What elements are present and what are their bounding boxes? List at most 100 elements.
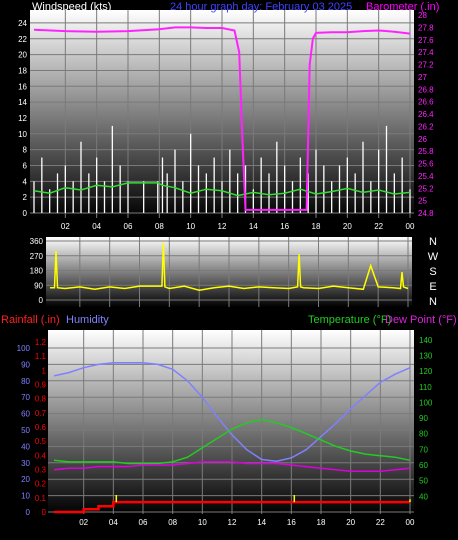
baro-tick-label: 25.2	[418, 184, 434, 193]
humidity-line	[53, 362, 411, 462]
wind-avg-line	[33, 182, 411, 197]
temp-tick-label: 140	[419, 336, 433, 345]
humidity-tick-label: 50	[21, 426, 30, 435]
x-tick-label: 16	[280, 222, 289, 231]
direction-tick-label: 0	[39, 296, 44, 305]
wind-tick-label: 12	[18, 114, 27, 123]
baro-tick-label: 27.6	[418, 36, 434, 45]
rain-line	[54, 500, 410, 514]
humidity-axis-ticks: 0 10 20 30 40 50 60 70 80 90 100	[17, 344, 31, 517]
x-tick-label: 10	[186, 222, 195, 231]
x-tick-label: 02	[79, 518, 88, 527]
rain-tick-label: 0.2	[35, 480, 47, 489]
humidity-tick-label: 100	[17, 344, 31, 353]
x-tick-label: 02	[61, 222, 70, 231]
dewpoint-line	[53, 461, 411, 473]
humidity-tick-label: 10	[21, 492, 30, 501]
rain-tick-label: 0	[42, 508, 47, 517]
panel3-bg	[48, 330, 414, 514]
x-tick-label: 10	[198, 518, 207, 527]
baro-tick-label: 26.6	[418, 98, 434, 107]
x-tick-label: 00	[406, 222, 415, 231]
baro-tick-label: 27	[418, 73, 427, 82]
baro-tick-label: 25.6	[418, 160, 434, 169]
rain-tick-label: 0.9	[35, 381, 47, 390]
baro-tick-label: 26.4	[418, 110, 434, 119]
baro-tick-label: 26.8	[418, 85, 434, 94]
wind-tick-label: 8	[23, 146, 28, 155]
wind-tick-label: 2	[23, 193, 28, 202]
x-tick-label: 12	[228, 518, 237, 527]
temp-tick-label: 100	[419, 398, 433, 407]
wind-tick-label: 18	[18, 66, 27, 75]
rain-tick-label: 0.7	[35, 409, 47, 418]
wind-tick-label: 22	[18, 35, 27, 44]
humidity-tick-label: 0	[26, 508, 31, 517]
baro-tick-label: 25	[418, 197, 427, 206]
compass-letter: N	[429, 236, 437, 248]
rain-tick-label: 1	[42, 366, 47, 375]
humidity-tick-label: 60	[21, 410, 30, 419]
wind-tick-label: 6	[23, 161, 28, 170]
rain-tick-label: 0.6	[35, 423, 47, 432]
temp-tick-label: 90	[419, 414, 428, 423]
wind-tick-label: 10	[18, 130, 27, 139]
rain-tick-label: 0.5	[35, 437, 47, 446]
humidity-tick-label: 30	[21, 459, 30, 468]
baro-tick-label: 25.4	[418, 172, 434, 181]
temp-tick-label: 80	[419, 430, 428, 439]
direction-line	[50, 242, 409, 291]
rain-axis-ticks: 0 0.1 0.2 0.3 0.4 0.5 0.6 0.7 0.8 0.9 1 1.1 1.2	[35, 338, 47, 517]
temp-tick-label: 50	[419, 477, 428, 486]
rain-temp-panel: 0 10 20 30 40 50 60 70 80 90 100 0 0.1 0.2 0.3 0.4 0.5 0…	[17, 330, 433, 527]
rain-tick-label: 1.1	[35, 352, 47, 361]
wind-tick-label: 4	[23, 177, 28, 186]
humidity-tick-label: 90	[21, 360, 30, 369]
x-tick-label: 20	[346, 518, 355, 527]
x-tick-label: 14	[249, 222, 258, 231]
x-tick-label: 08	[168, 518, 177, 527]
temp-tick-label: 120	[419, 367, 433, 376]
direction-tick-label: 270	[30, 252, 44, 261]
x-tick-label: 12	[218, 222, 227, 231]
panel3-x-ticks: 02 04 06 08 10 12 14 16 18 20 22 00	[79, 518, 415, 527]
x-tick-label: 22	[374, 222, 383, 231]
wind-tick-label: 0	[23, 209, 28, 218]
panel2-series	[50, 242, 409, 291]
x-tick-label: 06	[124, 222, 133, 231]
rain-axis-label: Rainfall (.in)	[1, 314, 60, 326]
baro-axis-label: Barometer (.in)	[366, 1, 439, 13]
baro-tick-label: 24.8	[418, 209, 434, 218]
baro-tick-label: 25.8	[418, 147, 434, 156]
wind-tick-label: 24	[18, 19, 27, 28]
direction-axis-ticks: 0 90 180 270 360	[30, 237, 44, 305]
baro-tick-label: 26	[418, 135, 427, 144]
direction-tick-label: 180	[30, 267, 44, 276]
baro-tick-label: 28	[418, 11, 427, 20]
rain-tick-label: 1.2	[35, 338, 47, 347]
panel1-x-ticks: 02 04 06 08 10 12 14 16 18 20 22 00	[61, 222, 415, 231]
x-tick-label: 22	[376, 518, 385, 527]
rain-tick-label: 0.4	[35, 451, 47, 460]
direction-tick-label: 360	[30, 237, 44, 246]
humidity-tick-label: 70	[21, 393, 30, 402]
humidity-axis-label: Humidity	[66, 314, 109, 326]
humidity-tick-label: 20	[21, 475, 30, 484]
panel2-grid	[46, 237, 412, 307]
baro-axis-ticks: 24.8 25 25.2 25.4 25.6 25.8 26 26.2 26.4 26.6 26.8…	[418, 11, 434, 218]
rain-tick-label: 0.3	[35, 466, 47, 475]
x-tick-label: 04	[109, 518, 118, 527]
x-tick-label: 06	[139, 518, 148, 527]
rain-tick-label: 0.1	[35, 494, 47, 503]
temperature-line	[53, 418, 411, 465]
panel3-grid	[48, 330, 414, 514]
temp-tick-label: 110	[419, 383, 432, 392]
temp-tick-label: 70	[419, 445, 428, 454]
temp-tick-label: 130	[419, 351, 433, 360]
temp-tick-label: 40	[419, 492, 428, 501]
panel3-series	[53, 362, 411, 514]
